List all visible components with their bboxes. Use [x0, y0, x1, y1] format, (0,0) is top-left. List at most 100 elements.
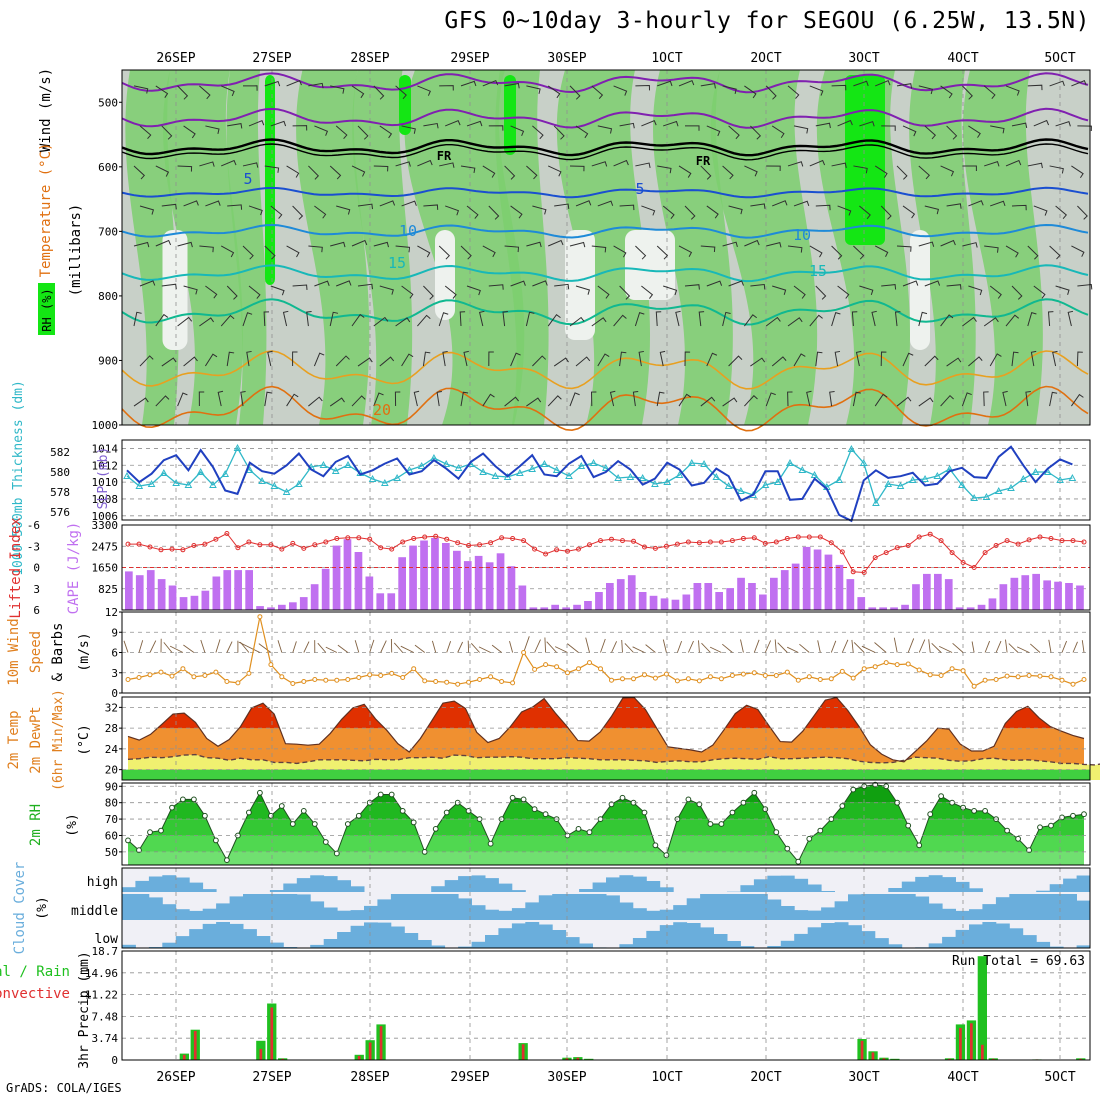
wind-speed-point [609, 677, 614, 683]
cape-bar [321, 568, 330, 610]
rh-point [817, 827, 824, 834]
upper-wind-barb [329, 165, 342, 180]
upper-wind-barb [722, 165, 734, 180]
upper-wind-barb [946, 203, 962, 209]
upper-wind-barb [248, 119, 265, 127]
cloud-cover-cell [874, 894, 889, 920]
thickness-point [884, 479, 893, 487]
cloud-cover-cell [619, 875, 634, 892]
cloud-cover-cell [753, 879, 768, 892]
cape-bar [726, 588, 734, 610]
lifted-index-point [707, 539, 713, 545]
upper-wind-barb [463, 350, 469, 367]
wind-speed-point [1015, 674, 1021, 680]
wind-speed-point [971, 683, 977, 689]
cape-bar [179, 597, 188, 610]
upper-wind-barb [793, 200, 810, 207]
upper-wind-barb [924, 125, 937, 140]
upper-wind-barb [198, 391, 205, 407]
rh-point [938, 793, 944, 799]
rh-point [586, 829, 593, 836]
cloud-cover-cell [606, 895, 620, 920]
cape-bar [682, 594, 691, 610]
thickness-point [516, 468, 524, 476]
rh-tick-label: 90 [105, 780, 118, 793]
upper-wind-barb [722, 397, 738, 407]
cloud-cover-cell [942, 936, 956, 948]
cloud-cover-cell [565, 937, 580, 948]
upper-wind-barb [460, 80, 477, 87]
upper-wind-barb [526, 85, 541, 94]
cape-bar [234, 570, 242, 610]
upper-wind-barb [532, 355, 547, 367]
wind-units-label: (m/s) [77, 632, 92, 671]
upper-wind-barb [834, 350, 841, 367]
temperature-contour [121, 264, 1089, 283]
upper-wind-barb [504, 245, 520, 253]
date-label-top: 5OCT [1044, 51, 1075, 66]
thickness-tick-label: 576 [50, 506, 70, 519]
upper-wind-barb [401, 285, 414, 299]
surface-wind-barb [676, 640, 683, 653]
cloud-cover-cell [888, 888, 903, 892]
thickness-point [700, 459, 708, 467]
cape-tick-label: 3300 [92, 519, 119, 532]
surface-wind-barb [491, 644, 502, 653]
thickness-point [245, 465, 254, 473]
slp-axis-label: SLP (mb) [96, 447, 111, 510]
rh-point [224, 857, 230, 863]
thickness-point [724, 481, 733, 489]
precip-tick-label: 0 [111, 1054, 118, 1067]
cape-bar [966, 607, 975, 610]
thickness-point [528, 464, 537, 472]
thickness-point [344, 460, 352, 468]
upper-wind-barb [678, 393, 692, 407]
lifted-index-tick-label: -3 [27, 540, 40, 553]
upper-wind-barb [1077, 205, 1088, 220]
cloud-cover-cell [1063, 894, 1077, 920]
precip-tick-label: 11.22 [85, 989, 118, 1002]
thickness-point [614, 473, 622, 481]
thickness-point [258, 476, 266, 484]
temperature-contour [121, 186, 1089, 199]
thickness-point [331, 466, 340, 474]
surface-wind-barb [777, 642, 788, 653]
cloud-cover-cell [915, 876, 930, 892]
rh-point [1081, 811, 1087, 818]
upper-wind-barb [413, 390, 420, 407]
upper-wind-barb [924, 355, 939, 367]
thickness-point [393, 473, 401, 481]
surface-wind-barb [169, 645, 184, 653]
pressure-tick-label: 500 [98, 96, 118, 109]
upper-wind-barb [1025, 390, 1031, 407]
upper-wind-barb [1027, 162, 1043, 169]
rh-saturated-region [399, 75, 411, 135]
upper-wind-barb [177, 392, 188, 407]
upper-wind-barb [787, 391, 793, 407]
upper-wind-barb [292, 284, 308, 290]
wind-speed-point [663, 671, 669, 677]
slp-tick-label: 1010 [92, 476, 119, 489]
upper-wind-barb [659, 350, 666, 367]
upper-wind-barb [766, 241, 782, 248]
cape-bar [595, 592, 603, 610]
lifted-index-point [213, 536, 219, 542]
upper-wind-barb [401, 200, 417, 207]
cape-bar [693, 583, 702, 610]
upper-wind-barb [1011, 351, 1019, 367]
cape-bar [299, 597, 308, 610]
surface-wind-barb [753, 639, 760, 653]
upper-wind-barb [946, 284, 962, 290]
upper-wind-barb [553, 357, 569, 367]
upper-wind-barb [569, 165, 585, 172]
cloud-cover-cell [673, 922, 688, 948]
lifted-index-point [301, 545, 307, 551]
upper-wind-barb [852, 391, 861, 407]
upper-wind-barb [744, 165, 758, 177]
wind-speed-point [685, 676, 691, 682]
surface-wind-barb [774, 639, 777, 653]
surface-wind-barb [478, 646, 491, 653]
upper-wind-barb [335, 125, 348, 140]
rh-point [136, 847, 142, 854]
upper-wind-barb [772, 200, 788, 207]
